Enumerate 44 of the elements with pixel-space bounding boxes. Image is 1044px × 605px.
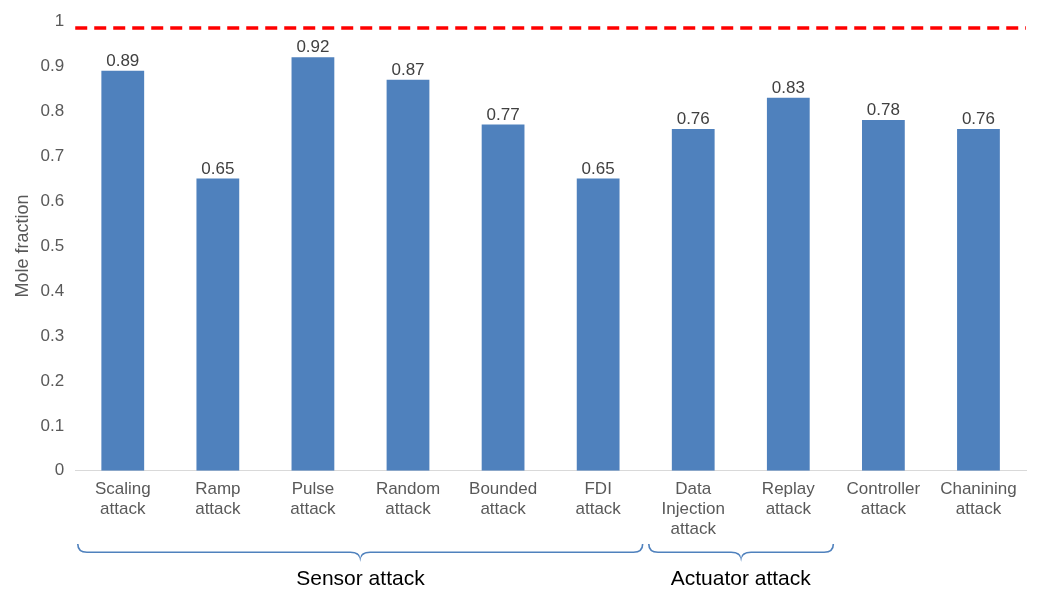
bar [481, 124, 525, 471]
data-label: 0.77 [486, 104, 520, 124]
data-label: 0.76 [676, 109, 710, 129]
bar [101, 70, 145, 471]
y-tick-label: 0.6 [40, 190, 65, 210]
bar [576, 178, 620, 471]
y-tick-label: 0.7 [40, 145, 65, 165]
data-label: 0.89 [106, 50, 140, 70]
x-tick-label: Pulse attack [290, 478, 337, 519]
y-tick-label: 0.2 [40, 370, 65, 390]
x-tick-label: Chanining attack [940, 478, 1017, 519]
x-tick-label: Replay attack [761, 478, 816, 519]
text: Sensor attack [295, 566, 426, 590]
x-tick-label: FDI attack [575, 478, 622, 519]
data-label: 0.92 [296, 37, 330, 57]
x-tick-label: Scaling attack [94, 478, 151, 519]
data-label: 0.87 [391, 59, 425, 79]
y-tick-label: 0.5 [40, 235, 65, 255]
x-tick-label: Ramp attack [195, 478, 242, 519]
bar [671, 129, 715, 471]
x-tick-label: Data Injection attack [661, 478, 725, 539]
text: Actuator attack [669, 566, 812, 590]
bar [861, 120, 905, 471]
y-tick-label: 0.8 [40, 100, 65, 120]
y-axis-title: Mole fraction [11, 194, 32, 298]
data-label: 0.65 [201, 158, 235, 178]
y-tick-label: 0.4 [40, 280, 65, 300]
y-tick-label: 0 [54, 460, 65, 480]
bar [957, 129, 1000, 471]
data-label: 0.83 [771, 77, 805, 97]
data-label: 0.76 [961, 109, 996, 129]
data-label: 0.65 [581, 158, 615, 178]
bar [386, 79, 430, 471]
bar [196, 178, 240, 471]
y-tick-label: 0.9 [40, 55, 65, 75]
y-tick-label: 1 [54, 10, 65, 30]
bar [766, 97, 810, 471]
data-label: 0.78 [866, 100, 900, 120]
x-tick-label: Random attack [375, 478, 441, 519]
x-tick-label: Controller attack [846, 478, 921, 519]
bar [291, 57, 335, 471]
x-tick-label: Bounded attack [469, 478, 538, 519]
y-tick-label: 0.1 [40, 415, 65, 435]
y-tick-label: 0.3 [40, 325, 65, 345]
